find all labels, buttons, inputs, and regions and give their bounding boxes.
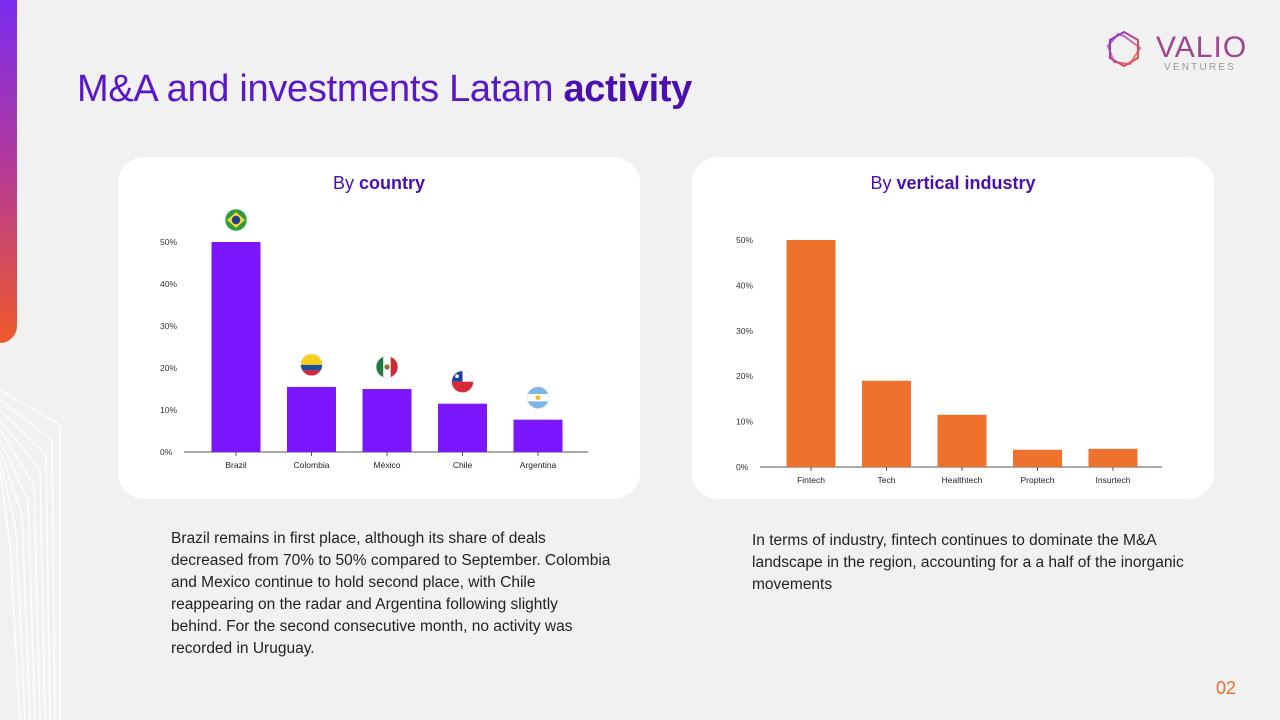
brazil-flag-icon: [224, 208, 248, 232]
svg-text:VALIO: VALIO: [1156, 31, 1247, 64]
decorative-lines: [0, 389, 61, 720]
y-tick-label: 0%: [160, 447, 173, 457]
y-tick-label: 20%: [736, 371, 753, 381]
country-description: Brazil remains in first place, although …: [171, 530, 611, 657]
bar-colombia: [287, 386, 336, 452]
bar-argentina: [513, 419, 563, 452]
x-tick-label: Chile: [453, 460, 473, 470]
bar-healthtech: [937, 414, 987, 467]
page-number: 02: [1216, 678, 1237, 698]
x-tick-label: México: [374, 460, 401, 470]
y-tick-label: 40%: [160, 279, 177, 289]
y-tick-label: 10%: [736, 417, 753, 427]
x-tick-label: Proptech: [1020, 475, 1054, 485]
x-tick-label: Insurtech: [1096, 475, 1131, 485]
y-tick-label: 40%: [736, 280, 753, 290]
bar-mexico: [362, 389, 412, 452]
mexico-flag-icon: [375, 355, 399, 379]
page-title: M&A and investments Latam activity: [77, 68, 693, 110]
bar-chile: [438, 403, 487, 452]
colombia-flag-icon: [300, 353, 323, 377]
industry-chart-title: By vertical industry: [870, 173, 1036, 193]
country-chart-title: By country: [332, 173, 426, 193]
y-tick-label: 50%: [160, 237, 177, 247]
y-tick-label: 0%: [736, 462, 749, 472]
x-tick-label: Fintech: [797, 475, 825, 485]
country-chart-card: By country 0% 10% 20% 30% 40% 50% Brazil Colomb…: [118, 157, 640, 499]
chile-flag-icon: [451, 370, 474, 394]
bar-brazil: [211, 242, 261, 452]
bar-insurtech: [1088, 448, 1138, 467]
accent-bar: [0, 0, 17, 343]
x-tick-label: Colombia: [294, 460, 330, 470]
bar-fintech: [786, 240, 836, 467]
industry-chart-card: By vertical industry 0% 10% 20% 30% 40% 50% Fi…: [692, 157, 1214, 499]
y-tick-label: 20%: [160, 363, 177, 373]
country-bar-chart: 0% 10% 20% 30% 40% 50% Brazil Colombia México Chi…: [160, 208, 588, 470]
y-tick-label: 10%: [160, 405, 177, 415]
industry-description: In terms of industry, fintech continues …: [752, 532, 1184, 593]
svg-text:VENTURES: VENTURES: [1164, 62, 1236, 73]
x-tick-label: Healthtech: [942, 475, 983, 485]
bar-proptech: [1013, 449, 1062, 467]
bar-tech: [862, 380, 911, 467]
argentina-flag-icon: [526, 386, 550, 410]
valio-logo: VALIO VENTURES: [1104, 28, 1252, 74]
y-tick-label: 30%: [160, 321, 177, 331]
industry-bar-chart: 0% 10% 20% 30% 40% 50% Fintech Tech Healthtech Pr…: [736, 235, 1162, 485]
y-tick-label: 50%: [736, 235, 753, 245]
x-tick-label: Tech: [878, 475, 896, 485]
x-tick-label: Argentina: [520, 460, 557, 470]
y-tick-label: 30%: [736, 326, 753, 336]
x-tick-label: Brazil: [225, 460, 246, 470]
